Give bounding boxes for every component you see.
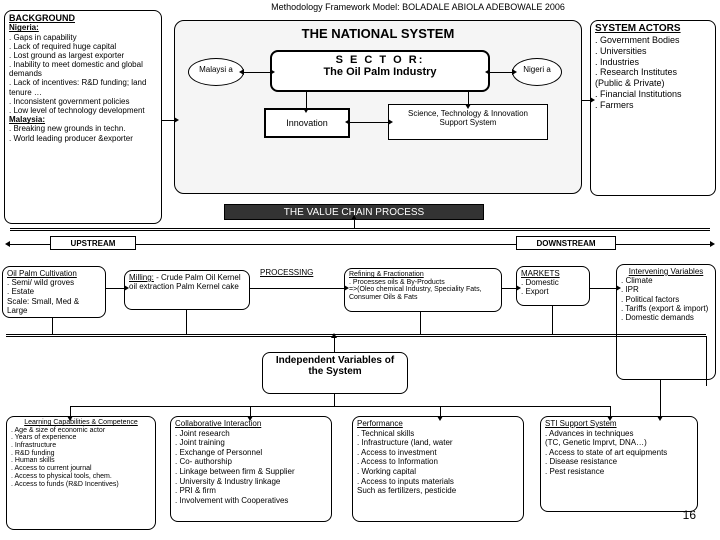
connector bbox=[706, 336, 707, 386]
nigeria-items: . Gaps in capability . Lack of required … bbox=[9, 33, 157, 116]
downstream-label: DOWNSTREAM bbox=[516, 236, 616, 250]
connector bbox=[70, 406, 71, 416]
framework-header: Methodology Framework Model: BOLADALE AB… bbox=[228, 2, 608, 12]
independent-vars-box: Independent Variables of the System bbox=[262, 352, 408, 394]
connector bbox=[354, 220, 355, 228]
malaysia-oval: Malaysi a bbox=[188, 58, 244, 86]
sti-box: Science, Technology & Innovation Support… bbox=[388, 104, 548, 140]
connector bbox=[10, 228, 710, 229]
stisupport-title: STI Support System bbox=[545, 419, 693, 429]
connector bbox=[502, 288, 516, 289]
connector bbox=[440, 406, 441, 416]
refining-title: Refining & Fractionation bbox=[349, 271, 424, 278]
background-panel: BACKGROUND Nigeria: . Gaps in capability… bbox=[4, 10, 162, 224]
connector bbox=[106, 288, 124, 289]
collab-box: Collaborative Interaction . Joint resear… bbox=[170, 416, 332, 522]
cultivation-items: . Semi/ wild groves . Estate Scale: Smal… bbox=[7, 278, 79, 315]
connector bbox=[162, 120, 174, 121]
stisupport-items: . Advances in techniques (TC, Genetic Im… bbox=[545, 429, 693, 477]
connector bbox=[52, 318, 53, 334]
connector bbox=[420, 312, 421, 334]
connector bbox=[244, 72, 270, 73]
markets-items: . Domestic . Export bbox=[521, 278, 559, 296]
connector bbox=[6, 336, 706, 337]
performance-box: Performance . Technical skills . Infrast… bbox=[352, 416, 524, 522]
sti-support-box: STI Support System . Advances in techniq… bbox=[540, 416, 698, 512]
national-title: THE NATIONAL SYSTEM bbox=[248, 26, 508, 41]
connector bbox=[70, 406, 610, 407]
connector bbox=[250, 406, 251, 416]
actors-items: . Government Bodies . Universities . Ind… bbox=[595, 35, 711, 111]
connector bbox=[10, 244, 50, 245]
connector bbox=[610, 406, 611, 416]
connector bbox=[186, 310, 187, 334]
learning-items: . Age & size of economic actor . Years o… bbox=[11, 427, 151, 489]
nigeria-oval: Nigeri a bbox=[512, 58, 562, 86]
upstream-label: UPSTREAM bbox=[50, 236, 136, 250]
connector bbox=[590, 288, 616, 289]
sector-name: The Oil Palm Industry bbox=[276, 66, 484, 78]
markets-title: MARKETS bbox=[521, 269, 560, 278]
connector bbox=[306, 92, 307, 108]
cultivation-box: Oil Palm Cultivation . Semi/ wild groves… bbox=[2, 266, 106, 318]
connector bbox=[616, 244, 710, 245]
milling-box: Milling: - Crude Palm Oil Kernel oil ext… bbox=[124, 270, 250, 310]
cultivation-title: Oil Palm Cultivation bbox=[7, 269, 77, 278]
system-actors-panel: SYSTEM ACTORS . Government Bodies . Univ… bbox=[590, 20, 716, 196]
connector bbox=[10, 230, 710, 231]
refining-box: Refining & Fractionation . Processes oil… bbox=[344, 268, 502, 312]
connector bbox=[334, 338, 335, 352]
connector bbox=[334, 394, 335, 406]
refining-items: . Processes oils & By-Products =>(Oleo c… bbox=[349, 279, 482, 301]
collab-items: . Joint research . Joint training . Exch… bbox=[175, 429, 327, 506]
connector bbox=[6, 334, 706, 335]
milling-title: Milling: bbox=[129, 273, 154, 282]
malaysia-items: . Breaking new grounds in techn. . World… bbox=[9, 124, 157, 142]
intervening-box: Intervening Variables . Climate . IPR . … bbox=[616, 264, 716, 380]
intervening-items: . Climate . IPR . Political factors . Ta… bbox=[621, 276, 711, 322]
learning-title: Learning Capabilities & Competence bbox=[11, 419, 151, 427]
markets-box: MARKETS . Domestic . Export bbox=[516, 266, 590, 306]
performance-items: . Technical skills . Infrastructure (lan… bbox=[357, 429, 519, 496]
background-title: BACKGROUND bbox=[9, 13, 157, 23]
learning-box: Learning Capabilities & Competence . Age… bbox=[6, 416, 156, 530]
connector bbox=[136, 244, 516, 245]
processing-label: PROCESSING bbox=[260, 268, 340, 277]
connector bbox=[250, 288, 344, 289]
connector bbox=[350, 122, 388, 123]
sector-label: S E C T O R: bbox=[276, 54, 484, 66]
connector bbox=[468, 92, 469, 104]
connector bbox=[552, 306, 553, 334]
connector bbox=[582, 100, 590, 101]
sector-box: S E C T O R: The Oil Palm Industry bbox=[270, 50, 490, 92]
connector bbox=[660, 380, 661, 416]
actors-title: SYSTEM ACTORS bbox=[595, 23, 711, 35]
connector bbox=[490, 72, 512, 73]
page-number: 16 bbox=[683, 508, 696, 522]
nigeria-label: Nigeria: bbox=[9, 23, 157, 32]
intervening-title: Intervening Variables bbox=[621, 267, 711, 276]
malaysia-label: Malaysia: bbox=[9, 115, 157, 124]
